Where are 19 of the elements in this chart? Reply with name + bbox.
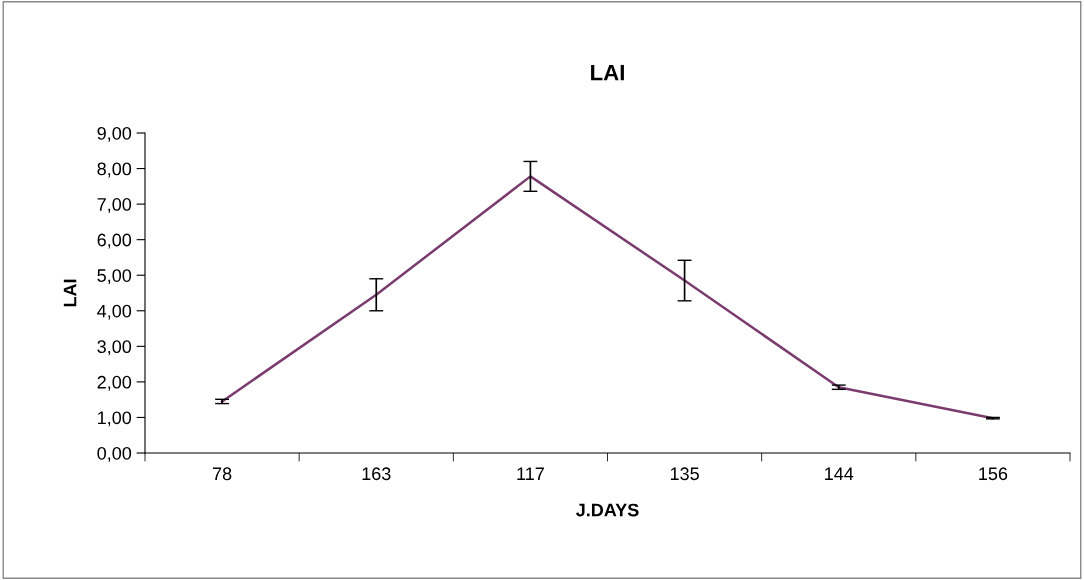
- x-tick-label: 144: [825, 467, 854, 480]
- y-tick-label: 8,00: [97, 162, 132, 178]
- y-tick-label: 0,00: [97, 446, 132, 462]
- x-tick-label: 78: [212, 467, 232, 481]
- x-tick-label: 117: [517, 467, 544, 480]
- y-tick-label: 3,00: [97, 340, 132, 356]
- y-tick-label: 1,00: [98, 411, 132, 427]
- y-axis-title: LAI: [63, 279, 77, 307]
- y-tick-label: 9,00: [97, 126, 132, 142]
- y-tick-label: 2,00: [97, 375, 132, 391]
- y-tick-label: 7,00: [97, 198, 132, 213]
- y-tick-label: 4,00: [97, 304, 132, 320]
- y-tick-label: 6,00: [97, 233, 132, 249]
- x-axis-title: J.DAYS: [575, 503, 639, 517]
- y-tick-label: 5,00: [97, 269, 132, 285]
- chart-title: LAI: [591, 64, 624, 81]
- x-tick-label: 135: [670, 467, 699, 481]
- x-tick-label: 156: [979, 467, 1008, 481]
- x-tick-label: 163: [362, 467, 391, 481]
